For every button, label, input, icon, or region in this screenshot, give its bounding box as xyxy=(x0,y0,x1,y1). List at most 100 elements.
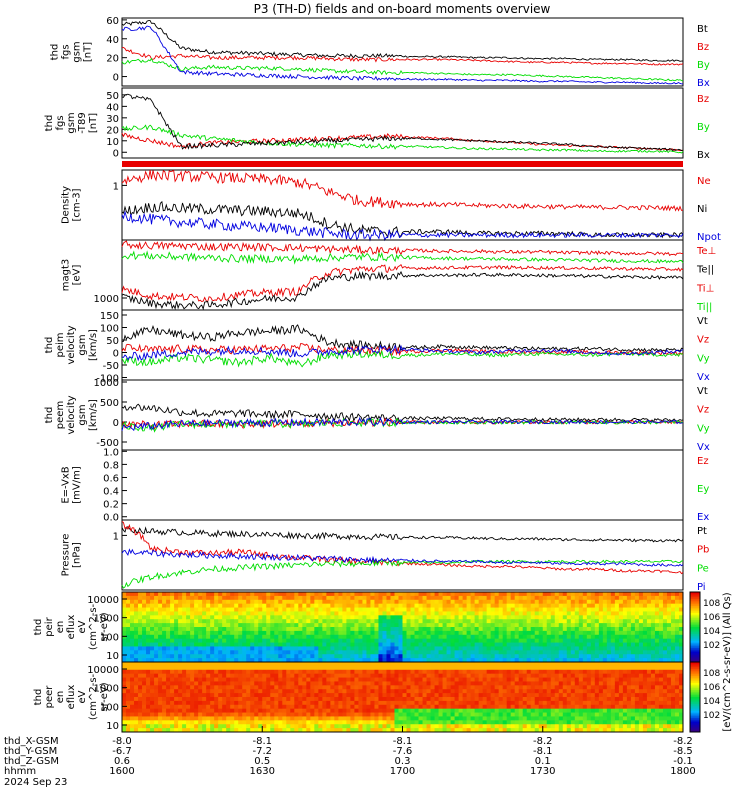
heatmap-cell xyxy=(326,708,331,713)
heatmap-cell xyxy=(150,630,155,636)
heatmap-cell xyxy=(250,724,255,729)
heatmap-cell xyxy=(630,634,636,640)
heatmap-cell xyxy=(670,642,676,647)
heatmap-cell xyxy=(478,627,484,632)
heatmap-cell xyxy=(622,607,628,612)
heatmap-cell xyxy=(570,607,576,612)
heatmap-cell xyxy=(238,646,243,651)
heatmap-cell xyxy=(126,665,131,671)
heatmap-cell xyxy=(470,704,476,710)
heatmap-cell xyxy=(502,592,508,597)
heatmap-cell xyxy=(422,662,427,667)
heatmap-cell xyxy=(286,634,291,640)
heatmap-cell xyxy=(230,662,235,667)
heatmap-cell xyxy=(474,697,480,702)
heatmap-cell xyxy=(206,669,211,675)
heatmap-cell xyxy=(210,595,215,601)
heatmap-cell xyxy=(386,623,391,628)
heatmap-cell xyxy=(646,654,652,659)
heatmap-cell xyxy=(130,685,135,690)
heatmap-cell xyxy=(126,642,131,647)
heatmap-cell xyxy=(258,662,263,667)
heatmap-cell xyxy=(514,689,520,694)
y-tick-label: 60 xyxy=(106,16,119,27)
heatmap-cell xyxy=(526,662,532,667)
heatmap-cell xyxy=(162,677,167,682)
heatmap-cell xyxy=(642,654,648,659)
heatmap-cell xyxy=(518,650,524,655)
heatmap-cell xyxy=(542,662,548,667)
heatmap-cell xyxy=(478,607,484,612)
heatmap-cell xyxy=(278,627,283,632)
heatmap-cell xyxy=(290,646,295,651)
heatmap-cell xyxy=(458,681,464,686)
heatmap-cell xyxy=(542,720,548,725)
heatmap-cell xyxy=(218,592,223,597)
heatmap-cell xyxy=(162,607,167,612)
heatmap-cell xyxy=(330,712,335,717)
heatmap-cell xyxy=(514,681,520,686)
heatmap-cell xyxy=(378,634,383,640)
heatmap-cell xyxy=(250,693,255,698)
heatmap-cell xyxy=(450,595,455,601)
heatmap-cell xyxy=(202,720,207,725)
heatmap-cell xyxy=(342,697,347,702)
heatmap-cell xyxy=(226,724,231,729)
heatmap-cell xyxy=(354,619,359,624)
y-axis-label: thd xyxy=(50,44,61,61)
heatmap-cell xyxy=(178,669,183,675)
heatmap-cell xyxy=(634,658,640,663)
heatmap-cell xyxy=(182,689,187,694)
heatmap-cell xyxy=(382,720,387,725)
heatmap-cell xyxy=(622,673,628,678)
heatmap-cell xyxy=(146,654,151,659)
heatmap-cell xyxy=(514,700,520,706)
heatmap-cell xyxy=(570,634,576,640)
heatmap-cell xyxy=(218,697,223,702)
heatmap-cell xyxy=(158,677,163,682)
heatmap-cell xyxy=(258,592,263,597)
heatmap-cell xyxy=(506,681,512,686)
heatmap-cell xyxy=(286,669,291,675)
heatmap-cell xyxy=(342,720,347,725)
heatmap-cell xyxy=(294,619,299,624)
heatmap-cell xyxy=(458,603,464,608)
heatmap-cell xyxy=(606,662,612,667)
heatmap-cell xyxy=(154,685,159,690)
heatmap-cell xyxy=(354,708,359,713)
heatmap-cell xyxy=(346,607,351,612)
heatmap-cell xyxy=(270,700,275,706)
heatmap-cell xyxy=(126,619,131,624)
heatmap-cell xyxy=(286,724,291,729)
heatmap-cell xyxy=(358,673,363,678)
heatmap-cell xyxy=(390,681,395,686)
heatmap-cell xyxy=(142,716,147,721)
heatmap-cell xyxy=(182,654,187,659)
heatmap-cell xyxy=(146,634,151,640)
heatmap-cell xyxy=(522,607,528,612)
heatmap-cell xyxy=(594,623,600,628)
heatmap-cell xyxy=(498,712,504,717)
heatmap-cell xyxy=(558,669,564,675)
heatmap-cell xyxy=(194,638,199,643)
heatmap-cell xyxy=(362,634,367,640)
heatmap-cell xyxy=(314,627,319,632)
heatmap-cell xyxy=(490,716,496,721)
heatmap-cell xyxy=(386,665,391,671)
heatmap-cell xyxy=(586,700,592,706)
heatmap-cell xyxy=(258,689,263,694)
heatmap-cell xyxy=(462,681,468,686)
heatmap-cell xyxy=(558,615,564,620)
heatmap-cell xyxy=(350,658,355,663)
heatmap-cell xyxy=(538,611,544,616)
heatmap-cell xyxy=(278,728,283,733)
heatmap-cell xyxy=(350,724,355,729)
heatmap-cell xyxy=(330,595,335,601)
heatmap-cell xyxy=(122,704,127,710)
heatmap-cell xyxy=(266,697,271,702)
heatmap-cell xyxy=(490,720,496,725)
legend-temperature-Ti||: Ti|| xyxy=(696,302,712,313)
heatmap-cell xyxy=(250,704,255,710)
heatmap-cell xyxy=(426,673,431,678)
